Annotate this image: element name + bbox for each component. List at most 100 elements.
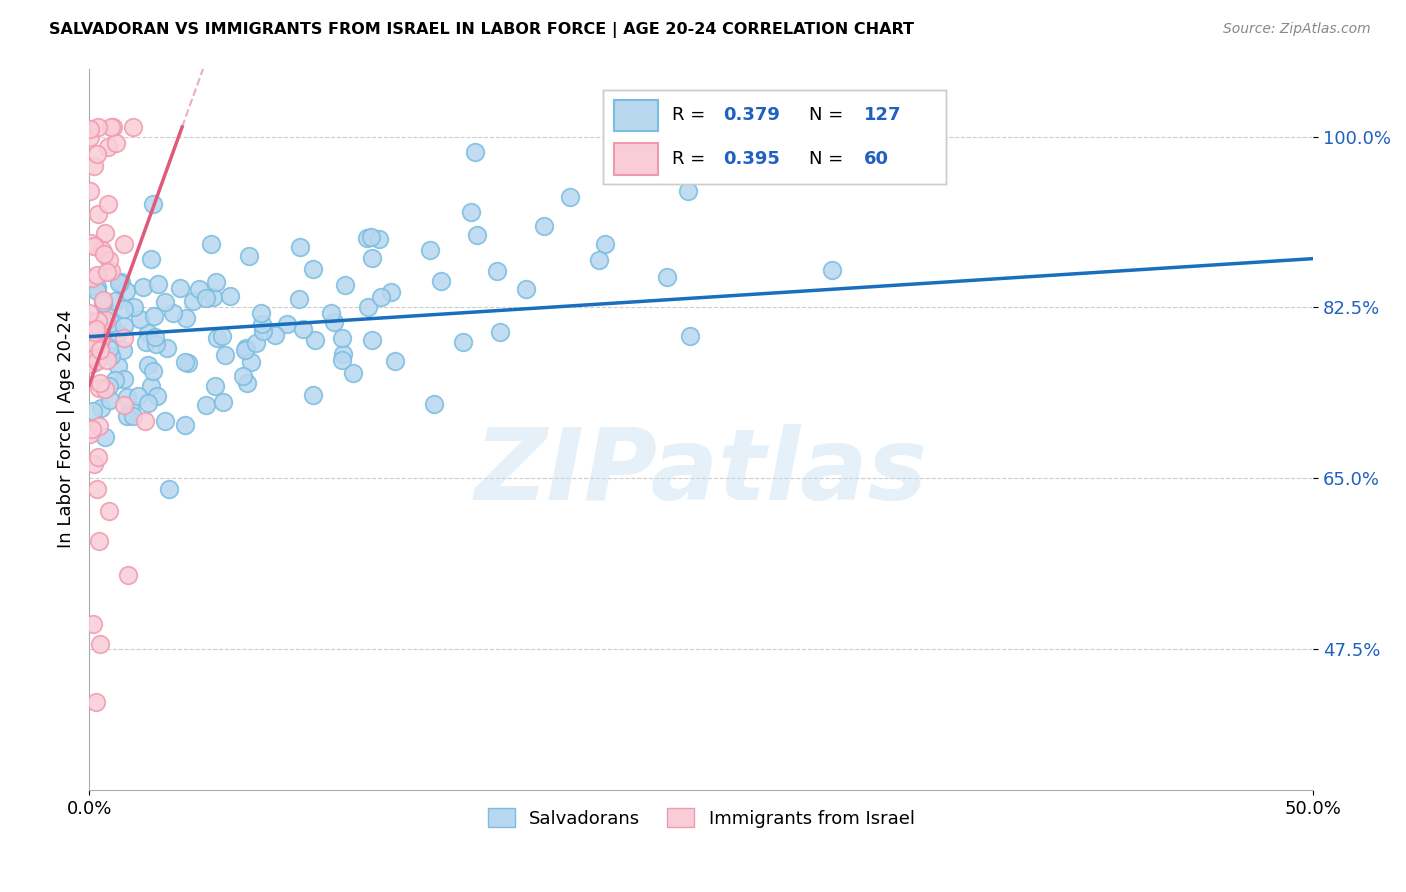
Point bbox=[134, 415, 156, 429]
Point bbox=[143, 330, 166, 344]
Point bbox=[90, 243, 112, 257]
Point bbox=[141, 252, 163, 266]
Point bbox=[97, 253, 120, 268]
Point bbox=[357, 301, 380, 315]
Point bbox=[127, 389, 149, 403]
Point bbox=[302, 387, 325, 401]
Point bbox=[142, 310, 165, 324]
Point bbox=[676, 184, 699, 198]
Text: Source: ZipAtlas.com: Source: ZipAtlas.com bbox=[1223, 22, 1371, 37]
Point bbox=[104, 373, 127, 387]
Point bbox=[238, 249, 260, 263]
Point bbox=[330, 353, 353, 368]
Point bbox=[107, 359, 129, 373]
Point bbox=[94, 226, 117, 240]
Point bbox=[89, 376, 111, 391]
Point bbox=[360, 229, 382, 244]
Point bbox=[96, 265, 118, 279]
Point bbox=[821, 263, 844, 277]
Point bbox=[361, 333, 384, 347]
Point bbox=[142, 364, 165, 378]
Point bbox=[96, 305, 118, 319]
Point bbox=[79, 184, 101, 198]
Legend: Salvadorans, Immigrants from Israel: Salvadorans, Immigrants from Israel bbox=[481, 801, 922, 835]
Point bbox=[332, 347, 354, 361]
Point bbox=[515, 282, 537, 296]
Point bbox=[89, 321, 111, 335]
Point bbox=[211, 329, 233, 343]
Point bbox=[84, 325, 107, 339]
Point bbox=[205, 331, 228, 345]
Point bbox=[83, 458, 105, 472]
Point bbox=[330, 331, 353, 345]
Point bbox=[115, 285, 138, 299]
Point bbox=[82, 617, 104, 632]
Point bbox=[112, 236, 135, 251]
Point bbox=[593, 237, 616, 252]
Point bbox=[89, 343, 111, 358]
Point bbox=[86, 146, 108, 161]
Point bbox=[145, 337, 167, 351]
Point bbox=[173, 355, 195, 369]
Point bbox=[87, 314, 110, 328]
Point bbox=[83, 239, 105, 253]
Point bbox=[100, 120, 122, 134]
Point bbox=[156, 341, 179, 355]
Point bbox=[87, 120, 110, 134]
Point bbox=[153, 414, 176, 428]
Point bbox=[194, 291, 217, 305]
Point bbox=[79, 121, 101, 136]
Point bbox=[86, 354, 108, 368]
Point bbox=[205, 275, 228, 289]
Point bbox=[276, 317, 298, 331]
Point bbox=[264, 328, 287, 343]
Point bbox=[87, 450, 110, 465]
Point bbox=[91, 295, 114, 310]
Point bbox=[204, 378, 226, 392]
Point bbox=[82, 271, 104, 285]
Point bbox=[110, 275, 132, 289]
Point bbox=[112, 372, 135, 386]
Point bbox=[98, 392, 121, 407]
Point bbox=[235, 376, 257, 390]
Point bbox=[214, 349, 236, 363]
Point bbox=[115, 409, 138, 423]
Point bbox=[93, 247, 115, 261]
Point bbox=[100, 317, 122, 331]
Point bbox=[100, 349, 122, 363]
Point bbox=[319, 306, 342, 320]
Point bbox=[101, 120, 124, 134]
Point bbox=[135, 335, 157, 350]
Point bbox=[94, 382, 117, 396]
Point bbox=[97, 139, 120, 153]
Point bbox=[83, 238, 105, 252]
Point bbox=[464, 145, 486, 159]
Point bbox=[86, 268, 108, 282]
Point bbox=[94, 313, 117, 327]
Point bbox=[486, 264, 509, 278]
Point bbox=[89, 325, 111, 339]
Point bbox=[159, 483, 181, 497]
Point bbox=[187, 282, 209, 296]
Point bbox=[100, 264, 122, 278]
Point bbox=[132, 280, 155, 294]
Point bbox=[107, 326, 129, 340]
Point bbox=[212, 395, 235, 409]
Point bbox=[419, 243, 441, 257]
Point bbox=[361, 252, 384, 266]
Point bbox=[118, 401, 141, 415]
Point bbox=[89, 342, 111, 356]
Point bbox=[195, 399, 218, 413]
Point bbox=[98, 504, 121, 518]
Point bbox=[533, 219, 555, 234]
Point bbox=[112, 331, 135, 345]
Point bbox=[84, 695, 107, 709]
Point bbox=[460, 204, 482, 219]
Point bbox=[117, 390, 139, 404]
Point bbox=[177, 356, 200, 370]
Point bbox=[183, 294, 205, 309]
Point bbox=[112, 398, 135, 412]
Point bbox=[82, 356, 104, 370]
Point bbox=[333, 277, 356, 292]
Point bbox=[252, 317, 274, 331]
